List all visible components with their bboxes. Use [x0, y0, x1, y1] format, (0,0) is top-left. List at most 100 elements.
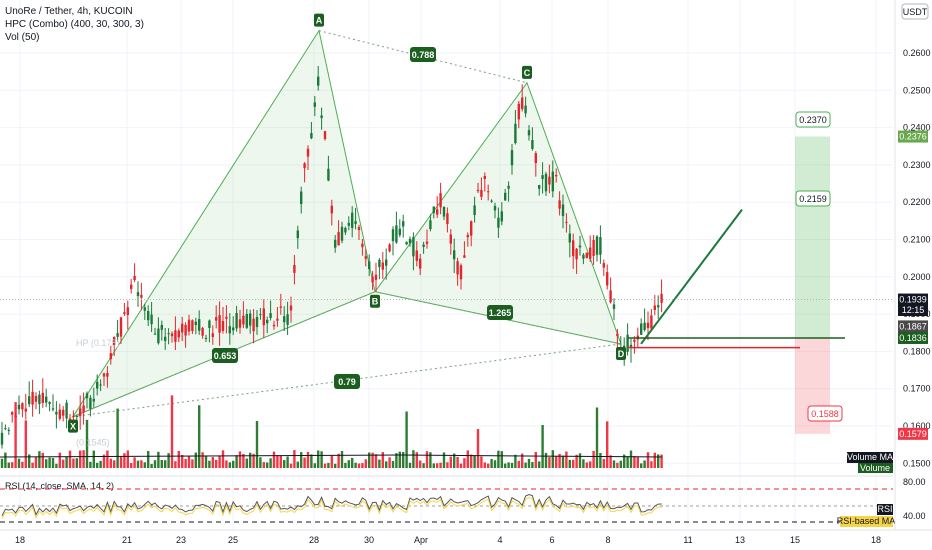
candle-body	[266, 319, 269, 324]
volume-bar	[640, 463, 643, 468]
price-tag-bg	[898, 331, 928, 344]
volume-ma-badge	[847, 452, 893, 463]
volume-bar	[466, 450, 469, 468]
candle-body	[79, 408, 82, 417]
volume-bar	[337, 453, 340, 468]
candle-body	[340, 226, 344, 241]
volume-bar	[660, 454, 663, 468]
candle-body	[436, 209, 439, 215]
candle-body	[279, 306, 282, 308]
chart-legend: UnoRe / Tether, 4h, KUCOIN HPC (Combo) (…	[5, 5, 144, 44]
candle-body	[391, 229, 395, 242]
volume-bar	[160, 459, 163, 468]
price-axis[interactable]: USDT 0.2600 0.2500 0.2400 0.2300 0.2200 0.2100…	[894, 0, 931, 530]
price-tag-bg	[898, 303, 928, 316]
volume-bar	[483, 462, 486, 468]
candle-body	[147, 311, 150, 321]
volume-bar	[408, 462, 412, 468]
candle-body	[538, 185, 541, 189]
point-badge-D	[616, 346, 626, 360]
volume-bar	[24, 420, 27, 468]
volume-bar	[633, 456, 636, 468]
volume-bar	[643, 460, 646, 468]
candle-body	[204, 337, 208, 339]
volume-bar	[446, 462, 449, 468]
symbol-title[interactable]: UnoRe / Tether, 4h, KUCOIN	[5, 6, 133, 17]
volume-bar	[215, 459, 218, 468]
price-tag-bg	[898, 320, 928, 333]
volume-bar	[21, 461, 24, 468]
volume-bar	[334, 463, 337, 468]
candle-body	[150, 314, 153, 325]
target-label: 0.2159	[799, 194, 827, 204]
volume-bar	[41, 452, 44, 468]
point-label-A: A	[316, 16, 323, 26]
volume-bar	[225, 460, 228, 468]
volume-title[interactable]: Vol (50)	[5, 32, 40, 43]
x-tick-label: 15	[790, 535, 800, 545]
volume-bar	[194, 452, 197, 468]
candle-body	[109, 353, 112, 360]
x-tick-label: 21	[122, 535, 132, 545]
candle-body	[527, 130, 531, 136]
candle-body	[313, 102, 316, 107]
volume-bar	[238, 451, 242, 468]
volume-bar	[245, 458, 248, 468]
candle-body	[320, 115, 323, 119]
candle-body	[0, 432, 4, 445]
x-tick-label: 25	[228, 535, 238, 545]
candle-body	[650, 315, 653, 329]
volume-bar	[487, 463, 490, 468]
candle-body	[361, 243, 364, 248]
volume-bar	[296, 461, 299, 468]
price-tag: 0.1836	[899, 333, 927, 343]
candle-body	[578, 245, 582, 248]
rsi-badge-label: RSI	[877, 504, 892, 514]
time-axis[interactable]: 18 21 23 25 28 30 Apr 4 6 8 11 13 15 18	[0, 529, 932, 545]
candle-body	[55, 411, 58, 415]
volume-bar	[181, 454, 184, 468]
candle-body	[425, 241, 429, 244]
volume-bar	[82, 450, 85, 468]
indicator-title[interactable]: HPC (Combo) (400, 30, 300, 3)	[5, 19, 144, 30]
candle-body	[558, 200, 561, 209]
y-tick-label: 0.2300	[903, 160, 931, 170]
volume-bar	[544, 452, 548, 468]
currency-badge	[901, 3, 929, 20]
point-label-C: C	[524, 68, 531, 78]
target-label: 0.1588	[811, 409, 839, 419]
price-tag: 0.1867	[899, 321, 927, 331]
candle-body	[408, 238, 412, 244]
candle-body	[517, 103, 520, 120]
candle-body	[306, 148, 310, 157]
volume-bar	[602, 459, 605, 468]
candle-body	[136, 292, 140, 297]
candle-body	[480, 189, 483, 197]
volume-bar	[218, 456, 221, 468]
volume-bar	[102, 454, 106, 468]
candle-body	[626, 334, 629, 352]
volume-bar	[28, 454, 31, 468]
volume-bar	[561, 455, 565, 468]
candle-body	[119, 317, 123, 337]
candle-body	[405, 241, 408, 245]
candle-body	[524, 105, 527, 114]
candle-body	[99, 384, 102, 386]
candle-body	[395, 225, 398, 243]
candle-body	[629, 344, 633, 348]
candle-body	[38, 394, 41, 405]
candle-body	[262, 308, 265, 326]
volume-bar	[201, 452, 204, 468]
candle-body	[310, 133, 313, 139]
volume-bar	[136, 460, 140, 468]
candle-body	[364, 256, 367, 259]
volume-bar	[150, 463, 153, 468]
candle-body	[317, 76, 320, 86]
candle-body	[221, 321, 225, 331]
volume-bar	[476, 429, 480, 468]
volume-bar	[548, 457, 551, 468]
candle-body	[589, 247, 592, 259]
ratio-badge	[334, 374, 360, 389]
